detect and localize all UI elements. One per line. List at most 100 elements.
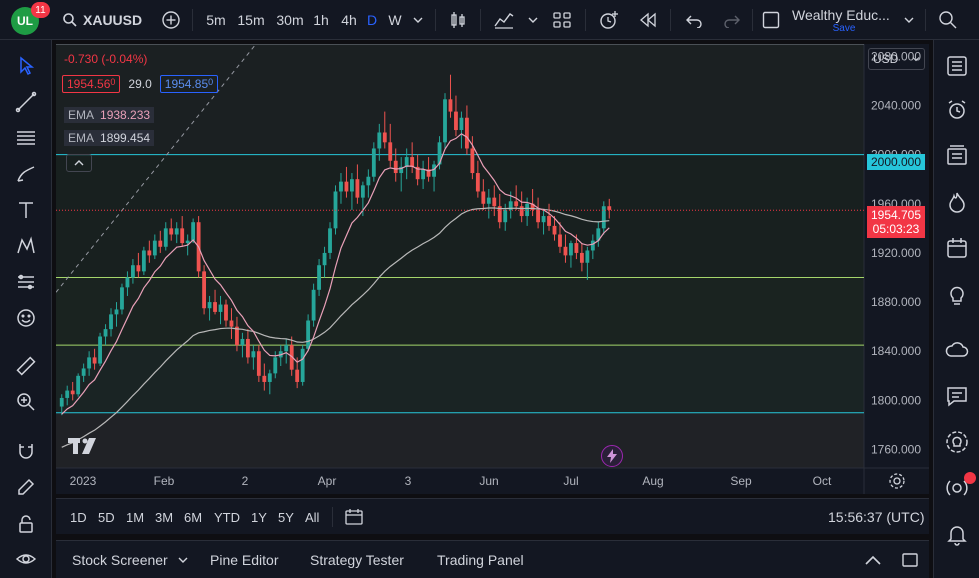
collapse-panel-button[interactable]	[864, 541, 882, 578]
magnet-tool[interactable]	[12, 437, 40, 465]
fullscreen-toggle[interactable]	[760, 0, 782, 40]
tab-strategy-tester[interactable]: Strategy Tester	[310, 552, 404, 568]
ideas-button[interactable]	[943, 280, 971, 308]
candle-body	[415, 166, 420, 180]
interval-dropdown[interactable]	[410, 0, 426, 40]
goto-date-button[interactable]	[344, 499, 364, 535]
streams-button[interactable]	[943, 336, 971, 364]
price-tick-label: 1760.000	[871, 443, 921, 457]
candle-body	[590, 240, 595, 251]
alerts-button[interactable]	[943, 96, 971, 124]
square-icon	[762, 11, 780, 29]
candle-body	[486, 197, 491, 204]
interval-d[interactable]: D	[366, 12, 378, 28]
candle-body	[174, 228, 179, 235]
interval-w[interactable]: W	[388, 12, 402, 28]
range-3m[interactable]: 3M	[155, 509, 174, 525]
layout-grid-button[interactable]	[550, 0, 574, 40]
interval-4h[interactable]: 4h	[341, 12, 357, 28]
stay-drawing-tool[interactable]	[12, 473, 40, 501]
prediction-tool[interactable]	[12, 268, 40, 296]
bell-icon	[947, 526, 967, 546]
collapse-legend-button[interactable]	[66, 154, 92, 172]
candle-body	[530, 203, 535, 210]
candle-body	[152, 240, 157, 256]
watchlist-button[interactable]	[943, 52, 971, 80]
calendar-button[interactable]	[943, 234, 971, 262]
hide-tool[interactable]	[12, 545, 40, 573]
candle-body	[125, 277, 130, 288]
layout-dropdown[interactable]	[900, 0, 918, 40]
ema-fast-legend[interactable]: EMA 1938.233	[64, 107, 155, 123]
price-chart[interactable]: 2080.0002040.0002000.0001960.0001920.000…	[56, 44, 929, 494]
candle-body	[432, 164, 436, 177]
interval-30m[interactable]: 30m	[276, 12, 304, 28]
undo-button[interactable]	[682, 0, 706, 40]
events-marker[interactable]	[601, 445, 623, 467]
range-1m[interactable]: 1M	[126, 509, 145, 525]
brush-tool[interactable]	[12, 160, 40, 188]
range-6m[interactable]: 6M	[184, 509, 203, 525]
layout-name-button[interactable]: Wealthy Educ... Save	[792, 0, 896, 40]
time-tick-label: 3	[405, 474, 412, 488]
lock-icon	[19, 515, 33, 533]
candle-body	[388, 142, 393, 161]
sell-price[interactable]: 1954.560	[62, 75, 121, 93]
range-5d[interactable]: 5D	[98, 509, 115, 525]
maximize-panel-button[interactable]	[901, 541, 919, 578]
trendline-tool[interactable]	[12, 88, 40, 116]
tab-stock-screener[interactable]: Stock Screener	[72, 541, 188, 578]
candle-body	[503, 209, 508, 223]
chart-settings-button[interactable]	[888, 472, 908, 492]
tab-trading-panel[interactable]: Trading Panel	[437, 552, 524, 568]
chats-button[interactable]	[943, 382, 971, 410]
cursor-tool[interactable]	[12, 52, 40, 80]
flame-icon	[949, 192, 965, 213]
compare-symbol-button[interactable]	[158, 0, 184, 40]
data-window-button[interactable]	[943, 142, 971, 170]
lock-tool[interactable]	[12, 510, 40, 538]
chart-type-button[interactable]	[446, 0, 470, 40]
candle-body	[492, 197, 497, 207]
zoom-tool[interactable]	[12, 388, 40, 416]
text-icon	[19, 202, 33, 218]
range-1d[interactable]: 1D	[70, 509, 87, 525]
ema-slow-legend[interactable]: EMA 1899.454	[64, 130, 155, 146]
interval-5m[interactable]: 5m	[206, 12, 226, 28]
range-all[interactable]: All	[305, 509, 320, 525]
candle-body	[475, 173, 480, 192]
save-label[interactable]: Save	[832, 22, 856, 34]
fib-tool[interactable]	[12, 124, 40, 152]
tradingview-logo[interactable]	[68, 436, 102, 456]
utc-clock[interactable]: 15:56:37 (UTC)	[828, 509, 925, 525]
icon-tool[interactable]	[12, 304, 40, 332]
range-1y[interactable]: 1Y	[251, 509, 267, 525]
ruler-tool[interactable]	[12, 352, 40, 380]
currency-selector[interactable]: USD	[868, 48, 925, 70]
indicators-dropdown[interactable]	[525, 0, 541, 40]
time-tick-label: Sep	[730, 474, 752, 488]
candle-body	[180, 228, 185, 244]
candle-body	[360, 185, 365, 198]
range-5y[interactable]: 5Y	[278, 509, 294, 525]
calendar-icon	[947, 238, 967, 258]
pattern-tool[interactable]	[12, 232, 40, 260]
tab-pine-editor[interactable]: Pine Editor	[210, 552, 279, 568]
quick-search-button[interactable]	[935, 0, 961, 40]
range-ytd[interactable]: YTD	[214, 509, 240, 525]
alert-button[interactable]	[597, 0, 621, 40]
redo-button[interactable]	[720, 0, 744, 40]
profile-button[interactable]	[943, 520, 971, 548]
indicators-button[interactable]	[492, 0, 516, 40]
interval-1h[interactable]: 1h	[313, 12, 329, 28]
buy-price[interactable]: 1954.850	[159, 75, 219, 93]
help-button[interactable]	[943, 428, 971, 456]
text-tool[interactable]	[12, 196, 40, 224]
hotlists-button[interactable]	[943, 188, 971, 216]
symbol-search-button[interactable]: XAUUSD	[62, 0, 144, 40]
top-toolbar: UL 11 XAUUSD 5m 15m 30m 1h 4h D W	[0, 0, 979, 40]
replay-button[interactable]	[636, 0, 660, 40]
time-tick-label: 2023	[70, 474, 97, 488]
interval-15m[interactable]: 15m	[237, 12, 265, 28]
chart-pane[interactable]: 2080.0002040.0002000.0001960.0001920.000…	[56, 44, 929, 494]
